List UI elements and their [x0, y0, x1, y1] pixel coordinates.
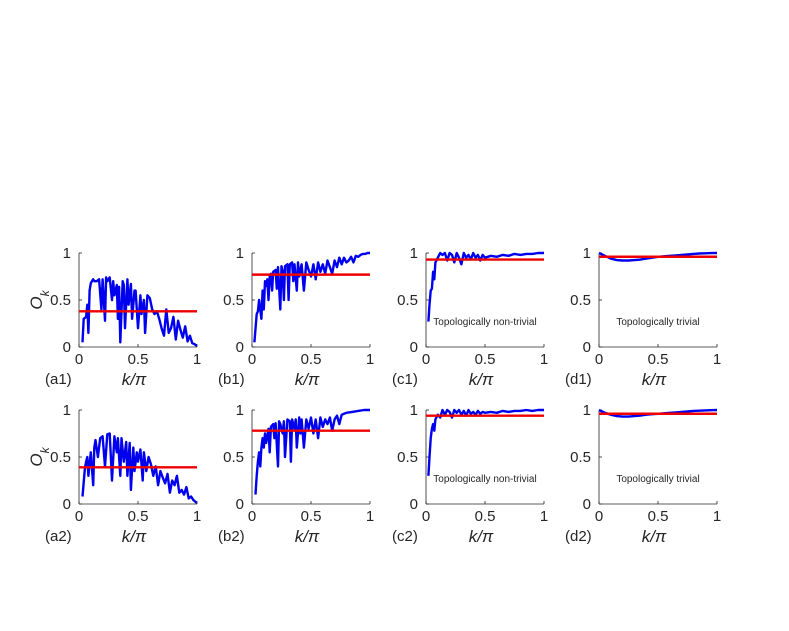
x-tick-label: 0.5	[475, 351, 496, 368]
panel-label: (c2)	[392, 528, 418, 545]
x-tick-label: 0.5	[648, 508, 669, 525]
overlap-curve	[427, 408, 544, 476]
y-tick-label: 0	[236, 339, 244, 356]
x-tick-label: 0.5	[301, 351, 322, 368]
x-tick-label: 1	[713, 351, 721, 368]
overlap-curve	[81, 432, 197, 505]
panel-b2: 0 0.5 1 0 0.5 1 k/π (b2)	[218, 402, 374, 546]
x-tick-label: 0.5	[128, 351, 149, 368]
x-tick-label: 0	[422, 508, 430, 525]
x-axis-label: k/π	[642, 527, 667, 546]
panel-label: (b1)	[218, 371, 245, 388]
x-tick-label: 0.5	[301, 508, 322, 525]
y-tick-label: 0.5	[397, 449, 418, 466]
panel-c2: 0 0.5 1 0 0.5 1 Topologically non-trivial k/π (c…	[392, 402, 548, 546]
y-tick-label: 1	[63, 402, 71, 419]
panel-d1: 0 0.5 1 0 0.5 1 Topologically trivial k/π (d1)	[565, 245, 721, 389]
y-tick-label: 0.5	[223, 449, 244, 466]
x-axis-label: k/π	[469, 527, 494, 546]
x-tick-label: 1	[366, 351, 374, 368]
panel-label: (c1)	[392, 371, 418, 388]
x-tick-label: 1	[193, 351, 201, 368]
topology-annotation: Topologically trivial	[616, 317, 699, 328]
y-tick-label: 1	[410, 245, 418, 262]
panel-label: (d1)	[565, 371, 592, 388]
x-tick-label: 1	[540, 508, 548, 525]
y-tick-label: 0	[63, 496, 71, 513]
y-tick-label: 1	[236, 402, 244, 419]
panels: 0 0.5 100.51k/πOk(a1)0 0.5 100.51k/π(b1)0 0.5…	[27, 245, 721, 546]
overlap-curve	[427, 251, 544, 322]
x-tick-label: 0	[248, 351, 256, 368]
panel-d2: 0 0.5 1 0 0.5 1 Topologically trivial k/π (d2)	[565, 402, 721, 546]
x-axis-label: k/π	[295, 527, 320, 546]
y-tick-label: 0.5	[50, 292, 71, 309]
topology-annotation: Topologically non-trivial	[433, 474, 536, 485]
y-tick-label: 0	[410, 339, 418, 356]
panel-b1: 0 0.5 1 0 0.5 1 k/π (b1)	[218, 245, 374, 389]
x-tick-label: 0.5	[128, 508, 149, 525]
panel-label: (d2)	[565, 528, 592, 545]
y-tick-label: 0.5	[570, 449, 591, 466]
x-tick-label: 0	[422, 351, 430, 368]
x-tick-label: 0	[75, 508, 83, 525]
y-tick-label: 0.5	[223, 292, 244, 309]
y-tick-label: 0	[236, 496, 244, 513]
x-tick-label: 1	[713, 508, 721, 525]
x-tick-label: 0	[595, 351, 603, 368]
panel-a2: 0 0.5 1 0 0.5 1 k/π Ok (a2)	[27, 402, 201, 546]
x-tick-label: 1	[193, 508, 201, 525]
panel-label: (b2)	[218, 528, 245, 545]
y-tick-label: 0	[63, 339, 71, 356]
y-tick-label: 0	[410, 496, 418, 513]
y-tick-label: 1	[410, 402, 418, 419]
x-tick-label: 0.5	[475, 508, 496, 525]
panel-label: (a2)	[45, 528, 72, 545]
x-tick-label: 1	[540, 351, 548, 368]
y-tick-label: 1	[583, 245, 591, 262]
x-axis-label: k/π	[122, 370, 147, 389]
y-axis-label: Ok	[27, 289, 52, 309]
y-tick-label: 0.5	[397, 292, 418, 309]
x-axis-label: k/π	[642, 370, 667, 389]
topology-annotation: Topologically non-trivial	[433, 317, 536, 328]
panel-a1: 0 0.5 1 0 0.5 1 k/π Ok (a1)	[27, 245, 201, 389]
panel-c1: 0 0.5 1 0 0.5 1 Topologically non-trivial k/π (c…	[392, 245, 548, 389]
x-tick-label: 1	[366, 508, 374, 525]
x-tick-label: 0	[248, 508, 256, 525]
y-tick-label: 0	[583, 496, 591, 513]
y-axis-label: Ok	[27, 446, 52, 466]
x-axis-label: k/π	[469, 370, 494, 389]
x-axis-label: k/π	[295, 370, 320, 389]
y-tick-label: 0	[583, 339, 591, 356]
topology-annotation: Topologically trivial	[616, 474, 699, 485]
x-tick-label: 0	[75, 351, 83, 368]
overlap-curve	[254, 408, 370, 495]
x-tick-label: 0	[595, 508, 603, 525]
overlap-curve	[81, 276, 197, 348]
overlap-curve	[253, 251, 370, 343]
panel-label: (a1)	[45, 371, 72, 388]
y-tick-label: 0.5	[50, 449, 71, 466]
y-tick-label: 1	[236, 245, 244, 262]
y-tick-label: 0.5	[570, 292, 591, 309]
x-tick-label: 0.5	[648, 351, 669, 368]
x-axis-label: k/π	[122, 527, 147, 546]
y-tick-label: 1	[63, 245, 71, 262]
y-tick-label: 1	[583, 402, 591, 419]
